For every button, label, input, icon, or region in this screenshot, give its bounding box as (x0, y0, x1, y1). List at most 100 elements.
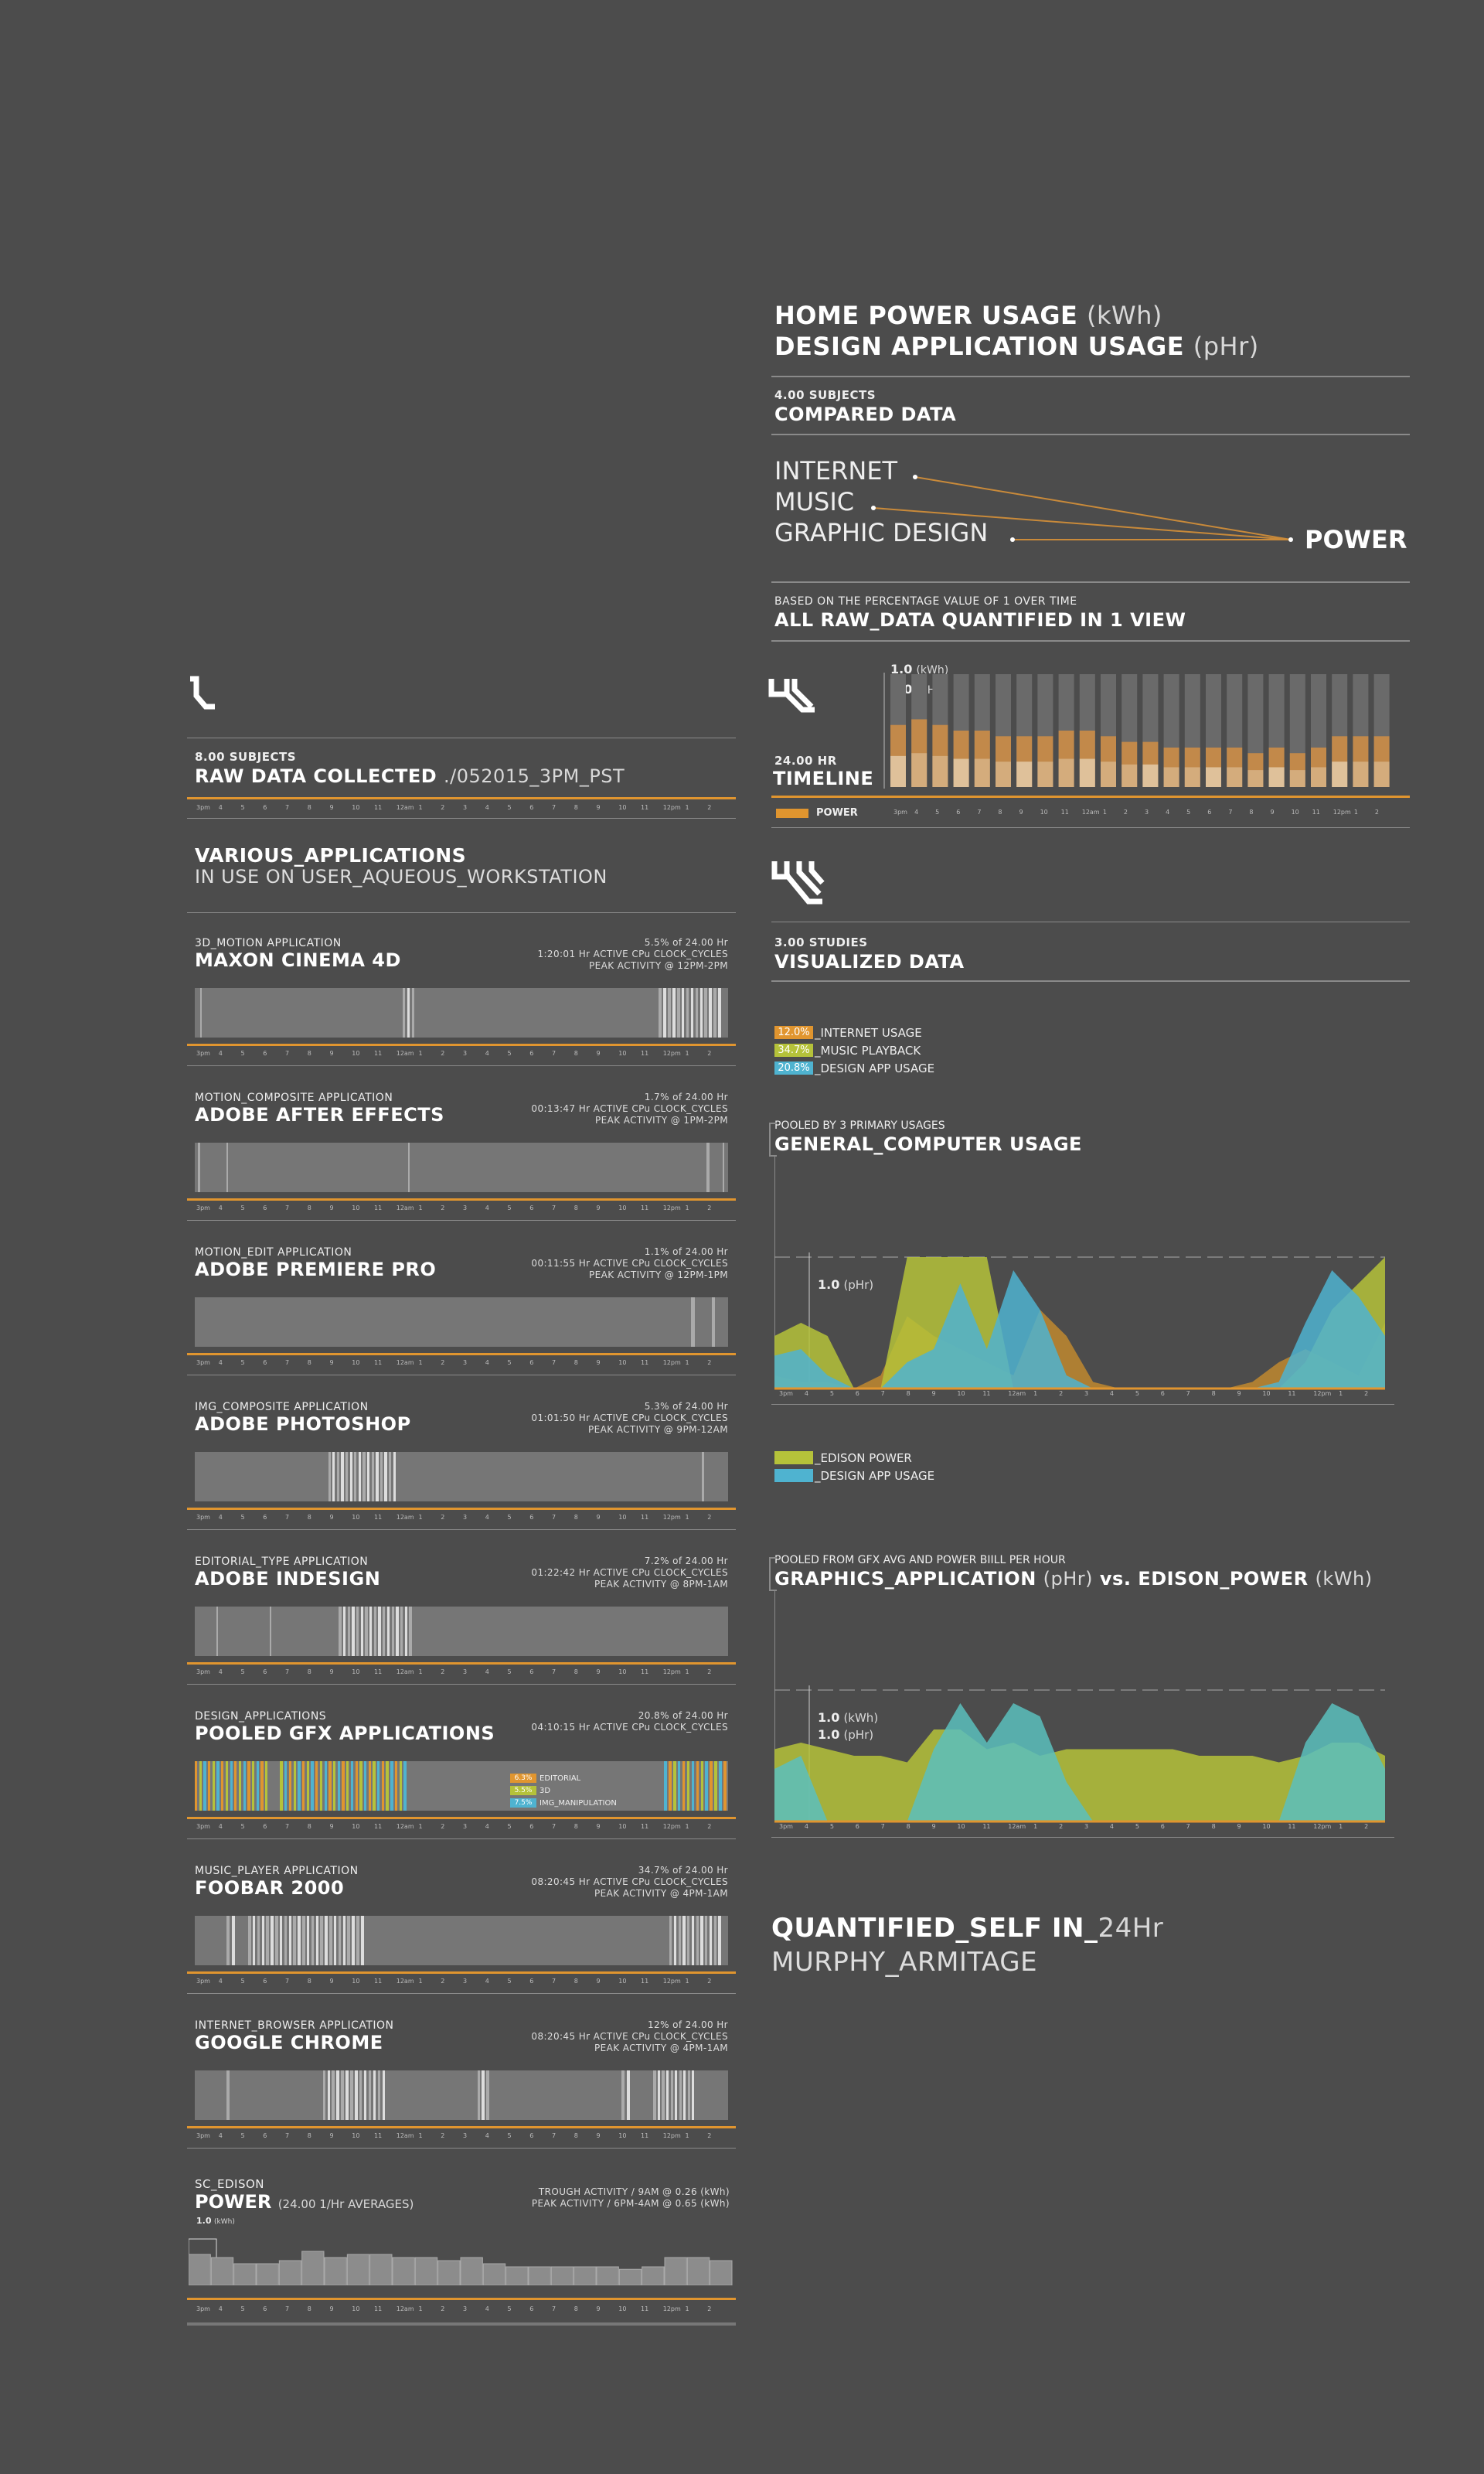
axis-tick-label: 9 (329, 2132, 334, 2139)
usage-stripe (677, 988, 680, 1038)
compared-item-internet: INTERNET (774, 456, 898, 486)
axis-tick-label: 4 (485, 1978, 489, 1985)
main-title: HOME POWER USAGE (kWh) DESIGN APPLICATIO… (774, 300, 1259, 362)
axis-tick-label: 8 (1211, 1823, 1216, 1830)
pooled-legend-item: 7.5% IMG_MANIPULATION (510, 1797, 617, 1809)
usage-stripe (363, 1761, 367, 1811)
app-panel: 3D_MOTION APPLICATION MAXON CINEMA 4D 5.5%… (187, 920, 736, 1075)
app-axis-ticks: 3pm 4 5 6 7 8 9 10 11 12am 1 2 3 4 5 6 7 8 9 10 11 12pm 1 2 (196, 2132, 730, 2142)
axis-tick-label: 7 (552, 1205, 556, 1211)
legend-swatch (774, 1469, 813, 1482)
axis-tick-label: 5 (935, 809, 940, 816)
general-title: GENERAL_COMPUTER USAGE (774, 1133, 1082, 1155)
axis-tick-label: 2 (441, 1978, 445, 1985)
timeline-bar-overlay (1227, 767, 1243, 787)
timeline-bar-overlay (1101, 762, 1116, 787)
usage-stripe (293, 1916, 296, 1965)
usage-stripe (197, 1143, 200, 1192)
usage-stripe (399, 1761, 402, 1811)
app-stat-line: PEAK ACTIVITY @ 9PM-12AM (588, 1424, 728, 1435)
app-usage-bar (195, 2070, 728, 2120)
axis-tick-label: 4 (485, 1668, 489, 1675)
axis-tick-label: 11 (374, 1668, 383, 1675)
legend-label: _MUSIC PLAYBACK (815, 1043, 921, 1058)
pooled-legend-label: 3D (539, 1786, 551, 1795)
axis-tick-label: 5 (240, 1978, 245, 1985)
axis-tick-label: 5 (507, 1978, 512, 1985)
axis-tick-label: 3 (463, 2305, 468, 2312)
axis-tick-label: 8 (307, 2132, 311, 2139)
axis-tick-label: 1 (418, 804, 423, 811)
app-stat-line: 01:01:50 Hr ACTIVE CPu CLOCK_CYCLES (531, 1412, 728, 1423)
usage-stripe (320, 1916, 323, 1965)
usage-stripe (626, 2070, 630, 2120)
usage-stripe (328, 1452, 331, 1501)
usage-stripe (345, 2070, 349, 2120)
title-line1: HOME POWER USAGE (774, 301, 1078, 330)
axis-tick-label: 11 (374, 1359, 383, 1366)
graphics-axis-ticks: 3pm 4 5 6 7 8 9 10 11 12am 1 2 3 4 5 6 7 8 9 10 11 12pm 1 2 (779, 1823, 1390, 1832)
usage-stripe (686, 1761, 690, 1811)
usage-stripe (657, 2070, 661, 2120)
legend-item: _EDISON POWER (774, 1449, 934, 1467)
axis-tick-label: 5 (829, 1823, 834, 1830)
usage-stripe (709, 1916, 713, 1965)
usage-stripe (411, 988, 414, 1038)
usage-stripe (352, 1916, 355, 1965)
usage-stripe (704, 988, 707, 1038)
timeline-bar-overlay (1268, 767, 1285, 787)
power-bar (256, 2263, 279, 2285)
usage-stripe (673, 1916, 677, 1965)
usage-stripe (336, 2070, 339, 2120)
axis-tick-label: 9 (329, 1823, 334, 1830)
app-panel: MUSIC_PLAYER APPLICATION FOOBAR 2000 34.7%… (187, 1848, 736, 2002)
usage-stripe (298, 1916, 301, 1965)
usage-stripe (332, 1452, 335, 1501)
power-bar (642, 2266, 665, 2285)
axis-tick-label: 5 (507, 1823, 512, 1830)
axis-tick-label: 1 (685, 1514, 689, 1521)
app-axis (187, 1508, 736, 1510)
axis-tick-label: 6 (529, 2305, 534, 2312)
timeline-bar-overlay (1058, 758, 1074, 787)
axis-tick-label: 6 (263, 804, 267, 811)
app-axis (187, 1662, 736, 1665)
axis-tick-label: 12pm (662, 1978, 681, 1985)
axis-tick-label: 3pm (196, 2305, 210, 2312)
usage-stripe (347, 1916, 350, 1965)
axis-tick-label: 3 (463, 2132, 468, 2139)
usage-stripe (216, 1761, 220, 1811)
power-bar (618, 2268, 642, 2285)
axis-tick-label: 7 (552, 1668, 556, 1675)
usage-stripe (709, 988, 712, 1038)
usage-stripe (360, 1607, 364, 1656)
timeline-bar-overlay (890, 755, 906, 787)
axis-tick-label: 2 (441, 1823, 445, 1830)
usage-stripe (355, 1761, 358, 1811)
axis-tick-label: 12pm (662, 1359, 681, 1366)
app-usage-bar (195, 988, 728, 1038)
usage-stripe (346, 1761, 349, 1811)
raw-axis (187, 797, 736, 799)
axis-tick-label: 7 (285, 1359, 290, 1366)
usage-stripe (342, 1761, 345, 1811)
usage-stripe (284, 1916, 288, 1965)
axis-tick-label: 5 (1186, 809, 1191, 816)
usage-stripe (714, 1761, 717, 1811)
axis-tick-label: 7 (285, 1050, 290, 1057)
axis-tick-label: 10 (1040, 809, 1048, 816)
app-stats: 12% of 24.00 Hr 08:20:45 Hr ACTIVE CPu CL… (450, 2019, 728, 2054)
axis-tick-label: 8 (307, 1668, 311, 1675)
axis-tick-label: 2 (441, 804, 445, 811)
axis-tick-label: 2 (707, 2305, 712, 2312)
divider (187, 1220, 736, 1221)
usage-stripe (328, 1761, 332, 1811)
divider (771, 640, 1410, 642)
connector-dot (913, 475, 917, 479)
usage-stripe (682, 1916, 686, 1965)
axis-tick-label: 9 (596, 1050, 601, 1057)
usage-stripe (302, 1761, 305, 1811)
usage-stripe (686, 988, 689, 1038)
app-name: FOOBAR 2000 (195, 1877, 345, 1899)
axis-tick-label: 7 (552, 1823, 556, 1830)
